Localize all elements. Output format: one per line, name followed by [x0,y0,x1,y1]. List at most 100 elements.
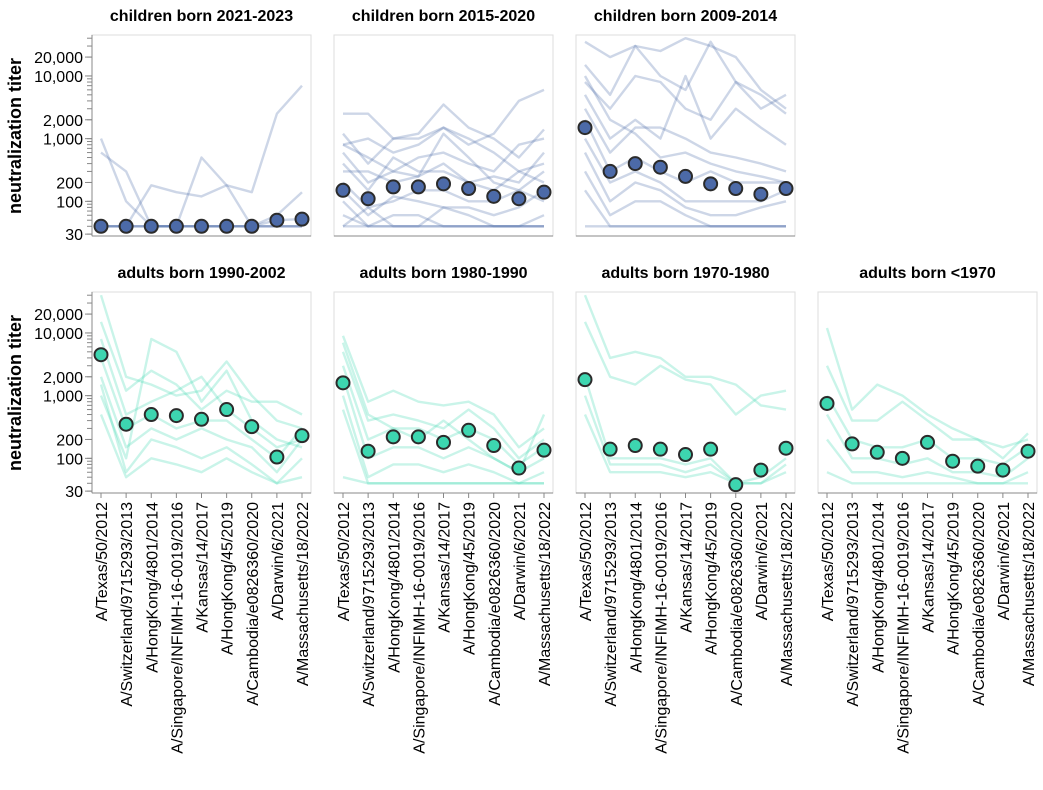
individual-line-2 [584,40,787,110]
x-tick-label: A/HongKong/45/2019 [220,502,237,655]
panel-3: children born 2009-2014 [575,8,796,237]
median-point-2 [602,163,618,179]
median-point-1 [93,347,109,363]
panel-title: adults born 1970-1980 [601,265,769,282]
individual-line-2 [825,365,1029,460]
individual-line-3 [99,338,303,449]
individual-line-12 [583,75,787,184]
panel-6: adults born 1970-1980 A/Texas/50/2012 A/Sw… [575,265,796,754]
median-point-4 [410,179,426,195]
x-tick-label: A/Darwin/6/2021 [512,502,529,620]
y-tick-label: 30 [65,227,83,244]
x-tick-label: A/Texas/50/2012 [336,502,353,621]
median-point-7 [728,181,744,197]
individual-line-4 [583,74,787,146]
panel-title: adults born <1970 [859,265,996,282]
median-point-6 [461,181,477,197]
x-tick-label: A/Texas/50/2012 [94,502,111,621]
y-tick-label: 1,000 [43,389,83,406]
median-point-6 [219,218,235,234]
panel-title: adults born 1980-1990 [359,265,527,282]
individual-line-2 [342,103,545,165]
individual-line-5 [826,438,1029,485]
individual-line-5 [342,151,545,192]
median-point-4 [652,159,668,175]
x-tick-label: A/Singapore/INFIMH-16-0019/2016 [169,502,186,754]
x-tick-label: A/Switzerland/9715293/2013 [119,502,136,707]
individual-line-4 [341,376,545,474]
x-tick-label: A/Switzerland/9715293/2013 [603,502,620,707]
individual-line-7 [99,337,303,460]
x-tick-label: A/Darwin/6/2021 [270,502,287,620]
x-tick-label: A/Massachusetts/18/2022 [537,502,554,686]
x-tick-label: A/HongKong/45/2019 [462,502,479,655]
median-point-4 [168,218,184,234]
x-tick-label: A/HongKong/4801/2014 [144,502,161,673]
median-point-1 [577,372,593,388]
x-tick-label: A/HongKong/45/2019 [946,502,963,655]
median-point-3 [627,438,643,454]
individual-line-3 [342,88,545,154]
panel-title: adults born 1990-2002 [117,265,285,282]
median-point-4 [168,408,184,424]
y-tick-label: 100 [56,194,83,211]
individual-line-3 [584,74,787,122]
panel-2: children born 2015-2020 [333,8,554,237]
median-point-3 [627,156,643,172]
x-tick-label: A/Kansas/14/2017 [437,502,454,633]
individual-line-1 [583,294,787,411]
x-tick-label: A/Singapore/INFIMH-16-0019/2016 [653,502,670,754]
x-tick-label: A/Singapore/INFIMH-16-0019/2016 [895,502,912,754]
individual-line-2 [341,351,545,460]
individual-line-4 [583,395,787,485]
panel-5: adults born 1980-1990 A/Texas/50/2012 A/Sw… [333,265,554,754]
individual-line-1 [341,335,545,449]
individual-line-1 [584,37,787,110]
individual-line-6 [99,384,303,485]
x-tick-label: A/HongKong/4801/2014 [386,502,403,673]
median-point-8 [269,212,285,228]
y-axis-label-row2: neutralization titer [5,315,25,471]
median-point-9 [778,440,794,456]
x-tick-label: A/Darwin/6/2021 [754,502,771,620]
median-point-1 [819,395,835,411]
x-tick-label: A/Kansas/14/2017 [679,502,696,633]
median-point-8 [753,462,769,478]
individual-line-7 [583,138,787,203]
individual-line-8 [583,152,787,217]
median-point-8 [269,449,285,465]
x-tick-label: A/Switzerland/9715293/2013 [361,502,378,707]
x-tick-label: A/Massachusetts/18/2022 [1021,502,1038,686]
individual-line-5 [99,376,303,474]
individual-line-6 [343,162,545,192]
x-tick-label: A/Texas/50/2012 [578,502,595,621]
y-tick-label: 2,000 [43,113,83,130]
individual-line-2 [583,321,787,416]
individual-line-6 [826,471,1028,485]
individual-line-3 [583,376,787,485]
x-tick-label: A/Cambodia/e0826360/2020 [729,502,746,706]
panel-1: children born 2021-2023 30 100 200 1,000 2,00… [34,8,312,244]
median-point-1 [93,218,109,234]
median-point-2 [118,416,134,432]
median-point-7 [486,188,502,204]
median-point-2 [360,191,376,207]
x-tick-label: A/Singapore/INFIMH-16-0019/2016 [411,502,428,754]
individual-line-7 [342,476,544,485]
y-tick-label: 2,000 [43,370,83,387]
y-axis-label-row1: neutralization titer [5,58,25,214]
median-point-5 [678,447,693,463]
y-tick-label: 30 [65,484,83,501]
median-point-1 [335,182,351,198]
median-point-6 [945,453,961,469]
median-point-9 [536,442,552,458]
individual-line-1 [825,327,1029,449]
median-point-1 [335,375,351,391]
y-tick-label: 1,000 [43,132,83,149]
x-tick-label: A/Cambodia/e0826360/2020 [971,502,988,706]
x-tick-label: A/Texas/50/2012 [820,502,837,621]
median-point-6 [461,422,477,438]
individual-line-1 [343,112,545,173]
median-point-4 [410,429,426,445]
individual-line-3 [101,84,303,228]
